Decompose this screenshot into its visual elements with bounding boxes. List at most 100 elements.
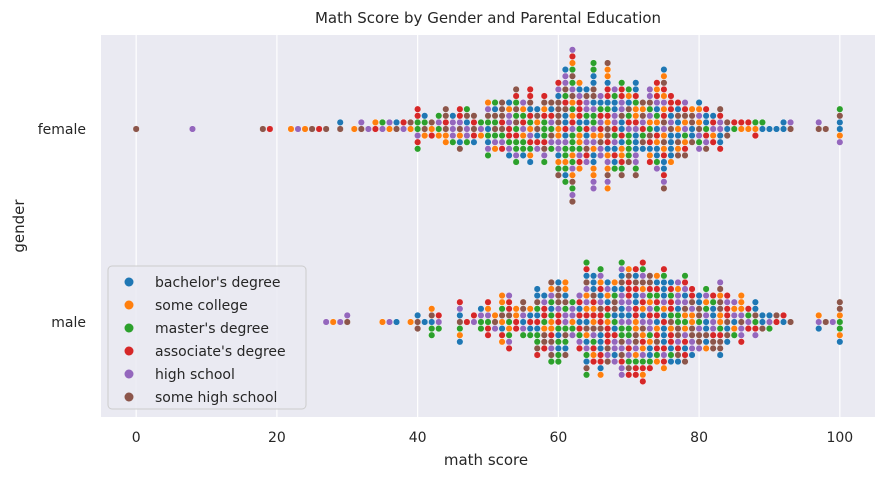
data-point [716, 285, 724, 293]
data-point [660, 92, 668, 100]
data-point [590, 118, 598, 126]
data-point [554, 331, 562, 339]
data-point [611, 92, 619, 100]
data-point [625, 305, 633, 313]
data-point [583, 92, 591, 100]
data-point [751, 331, 759, 339]
data-point [590, 305, 598, 313]
data-point [533, 318, 541, 326]
data-point [653, 351, 661, 359]
data-point [836, 132, 844, 140]
data-point [639, 305, 647, 313]
data-point [604, 331, 612, 339]
data-point [547, 105, 555, 113]
data-point [829, 318, 837, 326]
data-point [554, 351, 562, 359]
data-point [737, 118, 745, 126]
data-point [667, 145, 675, 153]
data-point [554, 138, 562, 146]
data-point [512, 99, 520, 107]
data-point [442, 112, 450, 120]
data-point [723, 325, 731, 333]
data-point [744, 125, 752, 133]
data-point [674, 311, 682, 319]
data-point [590, 59, 598, 67]
data-point [695, 331, 703, 339]
data-point [590, 344, 598, 352]
data-point [561, 99, 569, 107]
data-point [639, 377, 647, 385]
data-point [533, 112, 541, 120]
data-point [709, 305, 717, 313]
data-point [498, 331, 506, 339]
data-point [772, 311, 780, 319]
data-point [681, 151, 689, 159]
data-point [533, 292, 541, 300]
data-point [632, 318, 640, 326]
data-point [568, 132, 576, 140]
data-point [702, 145, 710, 153]
data-point [625, 158, 633, 166]
data-point [590, 151, 598, 159]
data-point [498, 325, 506, 333]
data-point [583, 151, 591, 159]
data-point [561, 151, 569, 159]
data-point [639, 338, 647, 346]
data-point [554, 285, 562, 293]
data-point [484, 305, 492, 313]
legend-marker [124, 300, 134, 310]
data-point [646, 118, 654, 126]
data-point [723, 338, 731, 346]
data-point [604, 132, 612, 140]
data-point [583, 351, 591, 359]
data-point [688, 298, 696, 306]
data-point [632, 338, 640, 346]
data-point [583, 371, 591, 379]
data-point [505, 292, 513, 300]
data-point [646, 351, 654, 359]
data-point [526, 158, 534, 166]
data-point [590, 132, 598, 140]
data-point [653, 338, 661, 346]
data-point [625, 85, 633, 93]
data-point [414, 325, 422, 333]
data-point [646, 92, 654, 100]
data-point [498, 292, 506, 300]
data-point [547, 278, 555, 286]
data-point [505, 311, 513, 319]
data-point [611, 158, 619, 166]
data-point [540, 99, 548, 107]
data-point [815, 311, 823, 319]
data-point [702, 331, 710, 339]
data-point [590, 292, 598, 300]
data-point [561, 112, 569, 120]
data-point [561, 285, 569, 293]
data-point [709, 311, 717, 319]
data-point [646, 338, 654, 346]
data-point [554, 325, 562, 333]
data-point [632, 165, 640, 173]
data-point [611, 112, 619, 120]
data-point [322, 318, 330, 326]
data-point [583, 112, 591, 120]
data-point [463, 138, 471, 146]
legend-marker [124, 277, 134, 287]
data-point [393, 125, 401, 133]
data-point [632, 331, 640, 339]
data-point [547, 99, 555, 107]
data-point [751, 311, 759, 319]
data-point [343, 311, 351, 319]
data-point [498, 118, 506, 126]
data-point [505, 305, 513, 313]
data-point [787, 125, 795, 133]
data-point [597, 292, 605, 300]
data-point [414, 311, 422, 319]
data-point [632, 311, 640, 319]
data-point [519, 298, 527, 306]
legend-marker [124, 323, 134, 333]
data-point [343, 318, 351, 326]
data-point [484, 125, 492, 133]
data-point [568, 298, 576, 306]
data-point [554, 292, 562, 300]
data-point [604, 92, 612, 100]
